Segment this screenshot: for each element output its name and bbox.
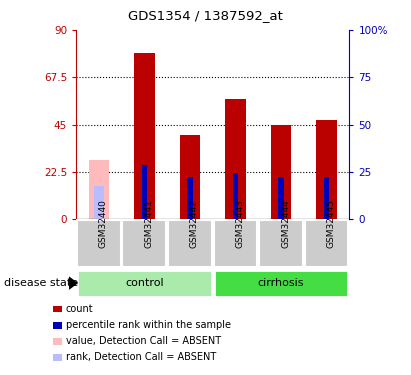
Text: GDS1354 / 1387592_at: GDS1354 / 1387592_at — [128, 9, 283, 22]
Bar — [259, 220, 303, 267]
Bar — [271, 124, 291, 219]
Bar — [168, 220, 212, 267]
Text: GSM32444: GSM32444 — [281, 199, 290, 248]
Bar — [122, 220, 166, 267]
Bar — [77, 220, 121, 267]
Text: control: control — [125, 278, 164, 288]
Polygon shape — [69, 276, 78, 290]
Text: value, Detection Call = ABSENT: value, Detection Call = ABSENT — [66, 336, 221, 346]
Bar — [94, 186, 104, 219]
Bar — [88, 160, 109, 219]
Text: percentile rank within the sample: percentile rank within the sample — [66, 320, 231, 330]
Text: GSM32442: GSM32442 — [190, 199, 199, 248]
Text: disease state: disease state — [4, 278, 78, 288]
Bar — [77, 270, 212, 297]
Text: GSM32440: GSM32440 — [99, 199, 108, 248]
Bar — [316, 120, 337, 219]
Text: cirrhosis: cirrhosis — [258, 278, 304, 288]
Bar — [180, 135, 200, 219]
Bar — [278, 177, 284, 219]
Bar — [225, 99, 246, 219]
Bar — [233, 173, 238, 219]
Text: GSM32441: GSM32441 — [144, 199, 153, 248]
Bar — [187, 177, 193, 219]
Bar — [324, 177, 329, 219]
Bar — [214, 220, 257, 267]
Text: count: count — [66, 304, 93, 314]
Bar — [134, 53, 155, 219]
Text: GSM32443: GSM32443 — [236, 199, 245, 248]
Text: rank, Detection Call = ABSENT: rank, Detection Call = ABSENT — [66, 352, 216, 362]
Bar — [214, 270, 349, 297]
Text: GSM32445: GSM32445 — [327, 199, 335, 248]
Bar — [305, 220, 349, 267]
Bar — [142, 165, 147, 219]
